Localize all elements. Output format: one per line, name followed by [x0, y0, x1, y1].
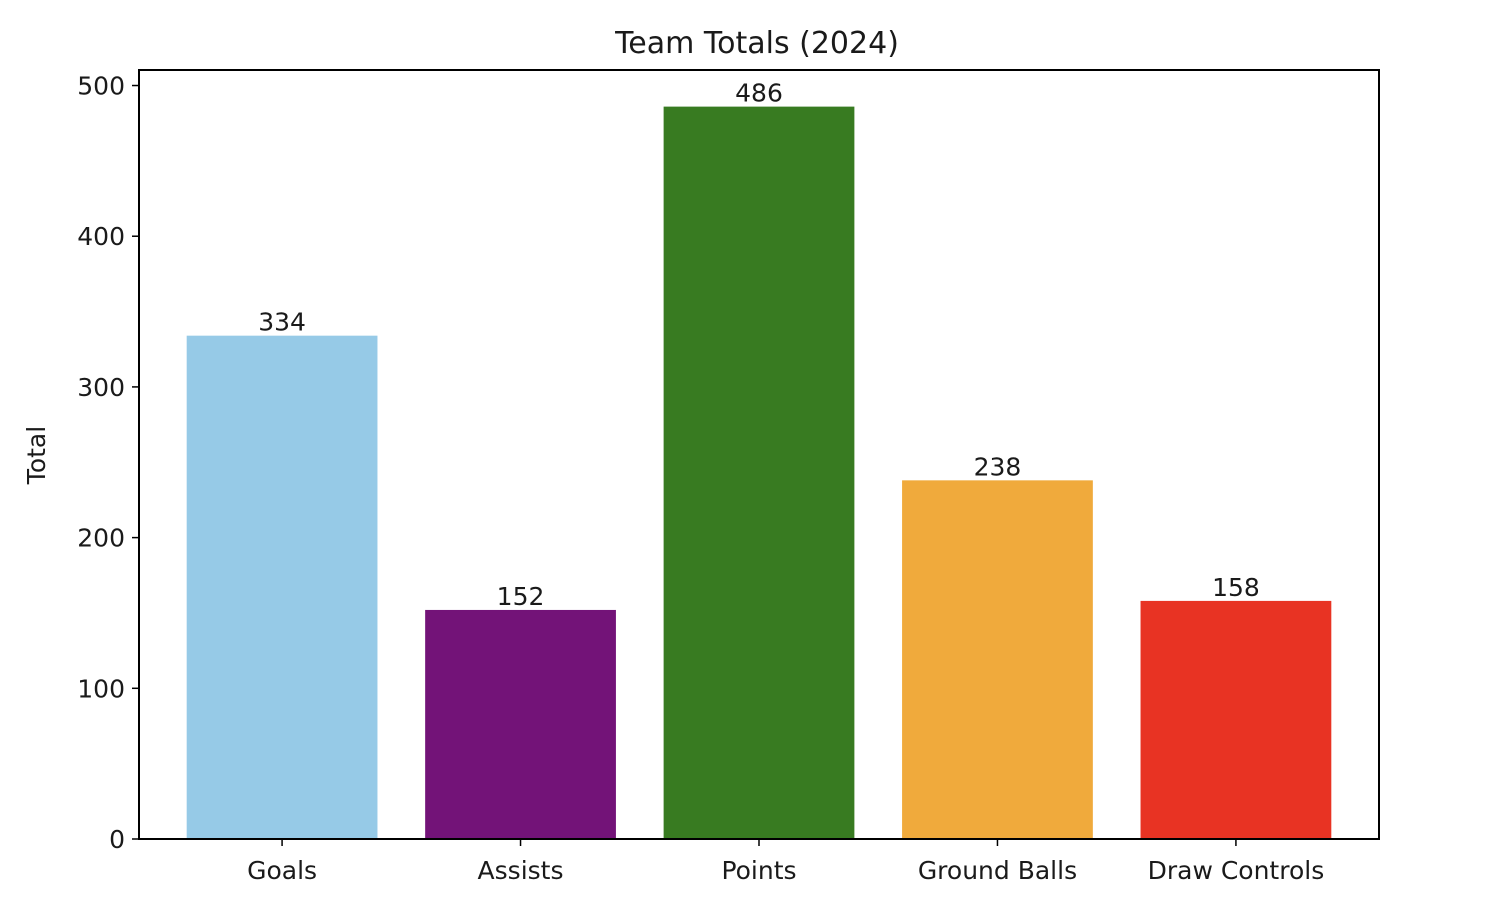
data-label: 238 — [974, 452, 1022, 481]
x-tick-label: Goals — [247, 856, 317, 885]
x-axis-ticks: Goals Assists Points Ground Balls Draw Contr… — [247, 839, 1324, 885]
data-label: 152 — [497, 582, 545, 611]
data-label: 486 — [735, 79, 783, 108]
bar-draw-controls — [1140, 600, 1332, 839]
data-labels-group: 334 152 486 238 158 — [258, 79, 1260, 611]
bar-goals — [186, 335, 378, 839]
bar-points — [663, 106, 855, 840]
x-tick-label: Draw Controls — [1148, 856, 1325, 885]
chart-title: Team Totals (2024) — [614, 26, 899, 61]
y-tick-label: 0 — [109, 825, 125, 854]
y-axis-label: Total — [22, 426, 51, 485]
bars-group — [186, 106, 1332, 840]
data-label: 158 — [1212, 573, 1260, 602]
x-tick-label: Points — [721, 856, 796, 885]
y-tick-label: 300 — [77, 373, 125, 402]
bar-ground-balls — [902, 480, 1093, 839]
y-axis-ticks: 0 100 200 300 400 500 — [77, 72, 139, 854]
bar-assists — [425, 609, 616, 839]
x-tick-label: Assists — [478, 856, 564, 885]
x-tick-label: Ground Balls — [918, 856, 1077, 885]
y-tick-label: 200 — [77, 524, 125, 553]
y-tick-label: 500 — [77, 72, 125, 101]
y-tick-label: 100 — [77, 674, 125, 703]
y-tick-label: 400 — [77, 222, 125, 251]
data-label: 334 — [258, 308, 306, 337]
